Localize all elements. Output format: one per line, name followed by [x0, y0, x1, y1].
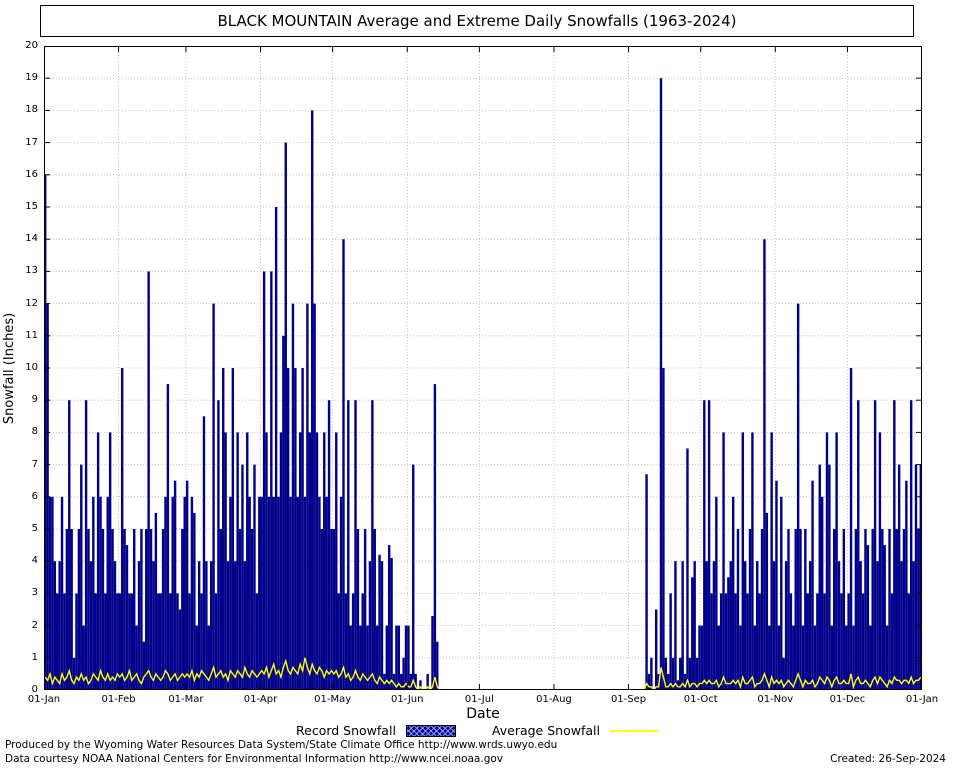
x-tick-label: 01-Jul — [464, 694, 494, 705]
x-tick-label: 01-Jun — [390, 694, 424, 705]
plot-area — [43, 45, 923, 692]
x-tick-label: 01-Jan — [27, 694, 61, 705]
x-tick-label: 01-Mar — [168, 694, 204, 705]
x-tick-label: 01-Apr — [243, 694, 278, 705]
y-axis-title-text: Snowfall (Inches) — [2, 312, 18, 424]
x-tick-label: 01-Aug — [536, 694, 572, 705]
footer-data-courtesy-line: Data courtesy NOAA National Centers for … — [5, 753, 504, 765]
created-date: Created: 26-Sep-2024 — [830, 753, 946, 765]
snowfall-plot — [43, 45, 923, 692]
x-tick-label: 01-May — [314, 694, 352, 705]
legend: Record Snowfall Average Snowfall — [0, 723, 954, 738]
x-tick-label: 01-Jan — [905, 694, 939, 705]
chart-title: BLACK MOUNTAIN Average and Extreme Daily… — [40, 5, 914, 37]
x-tick-label: 01-Nov — [757, 694, 794, 705]
x-tick-label: 01-Feb — [101, 694, 136, 705]
footer-produced-line: Produced by the Wyoming Water Resources … — [5, 739, 558, 751]
legend-average-label: Average Snowfall — [491, 723, 600, 738]
legend-record-label: Record Snowfall — [296, 723, 396, 738]
x-axis-title: Date — [466, 706, 500, 722]
x-tick-label: 01-Sep — [610, 694, 647, 705]
y-axis-title: Snowfall (Inches) — [2, 46, 18, 690]
legend-average-line-icon — [609, 729, 658, 732]
legend-record-swatch-icon — [405, 724, 456, 737]
x-tick-label: 01-Oct — [683, 694, 718, 705]
x-tick-label: 01-Dec — [829, 694, 866, 705]
